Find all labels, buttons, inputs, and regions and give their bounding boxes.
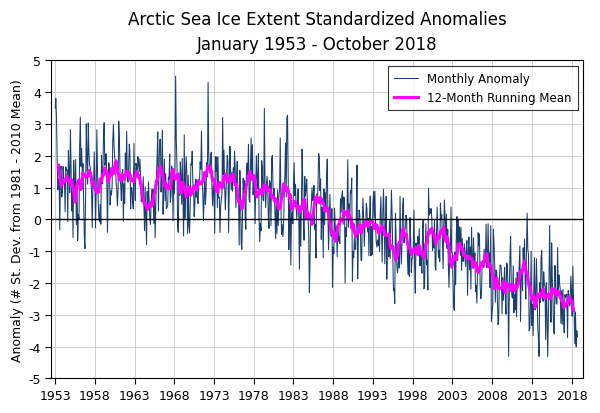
Monthly Anomaly [486, 251, 493, 256]
12-Month Running Mean [109, 166, 116, 171]
Monthly Anomaly [109, 185, 116, 190]
12-Month Running Mean [557, 295, 565, 300]
Monthly Anomaly [359, 196, 367, 201]
Monthly Anomaly [172, 74, 179, 79]
Title: Arctic Sea Ice Extent Standardized Anomalies
January 1953 - October 2018: Arctic Sea Ice Extent Standardized Anoma… [128, 11, 506, 54]
12-Month Running Mean [249, 178, 256, 183]
12-Month Running Mean [359, 223, 366, 228]
12-Month Running Mean [544, 295, 551, 300]
Monthly Anomaly [545, 318, 552, 323]
Legend: Monthly Anomaly, 12-Month Running Mean: Monthly Anomaly, 12-Month Running Mean [388, 67, 578, 111]
Line: 12-Month Running Mean: 12-Month Running Mean [58, 161, 574, 311]
Monthly Anomaly [559, 322, 566, 327]
Line: Monthly Anomaly: Monthly Anomaly [55, 77, 577, 357]
Monthly Anomaly [544, 354, 551, 359]
Monthly Anomaly [574, 335, 581, 340]
Monthly Anomaly [52, 106, 59, 111]
12-Month Running Mean [485, 265, 493, 270]
Y-axis label: Anomaly (# St. Dev. from 1981 - 2010 Mean): Anomaly (# St. Dev. from 1981 - 2010 Mea… [11, 79, 24, 361]
Monthly Anomaly [250, 193, 257, 198]
